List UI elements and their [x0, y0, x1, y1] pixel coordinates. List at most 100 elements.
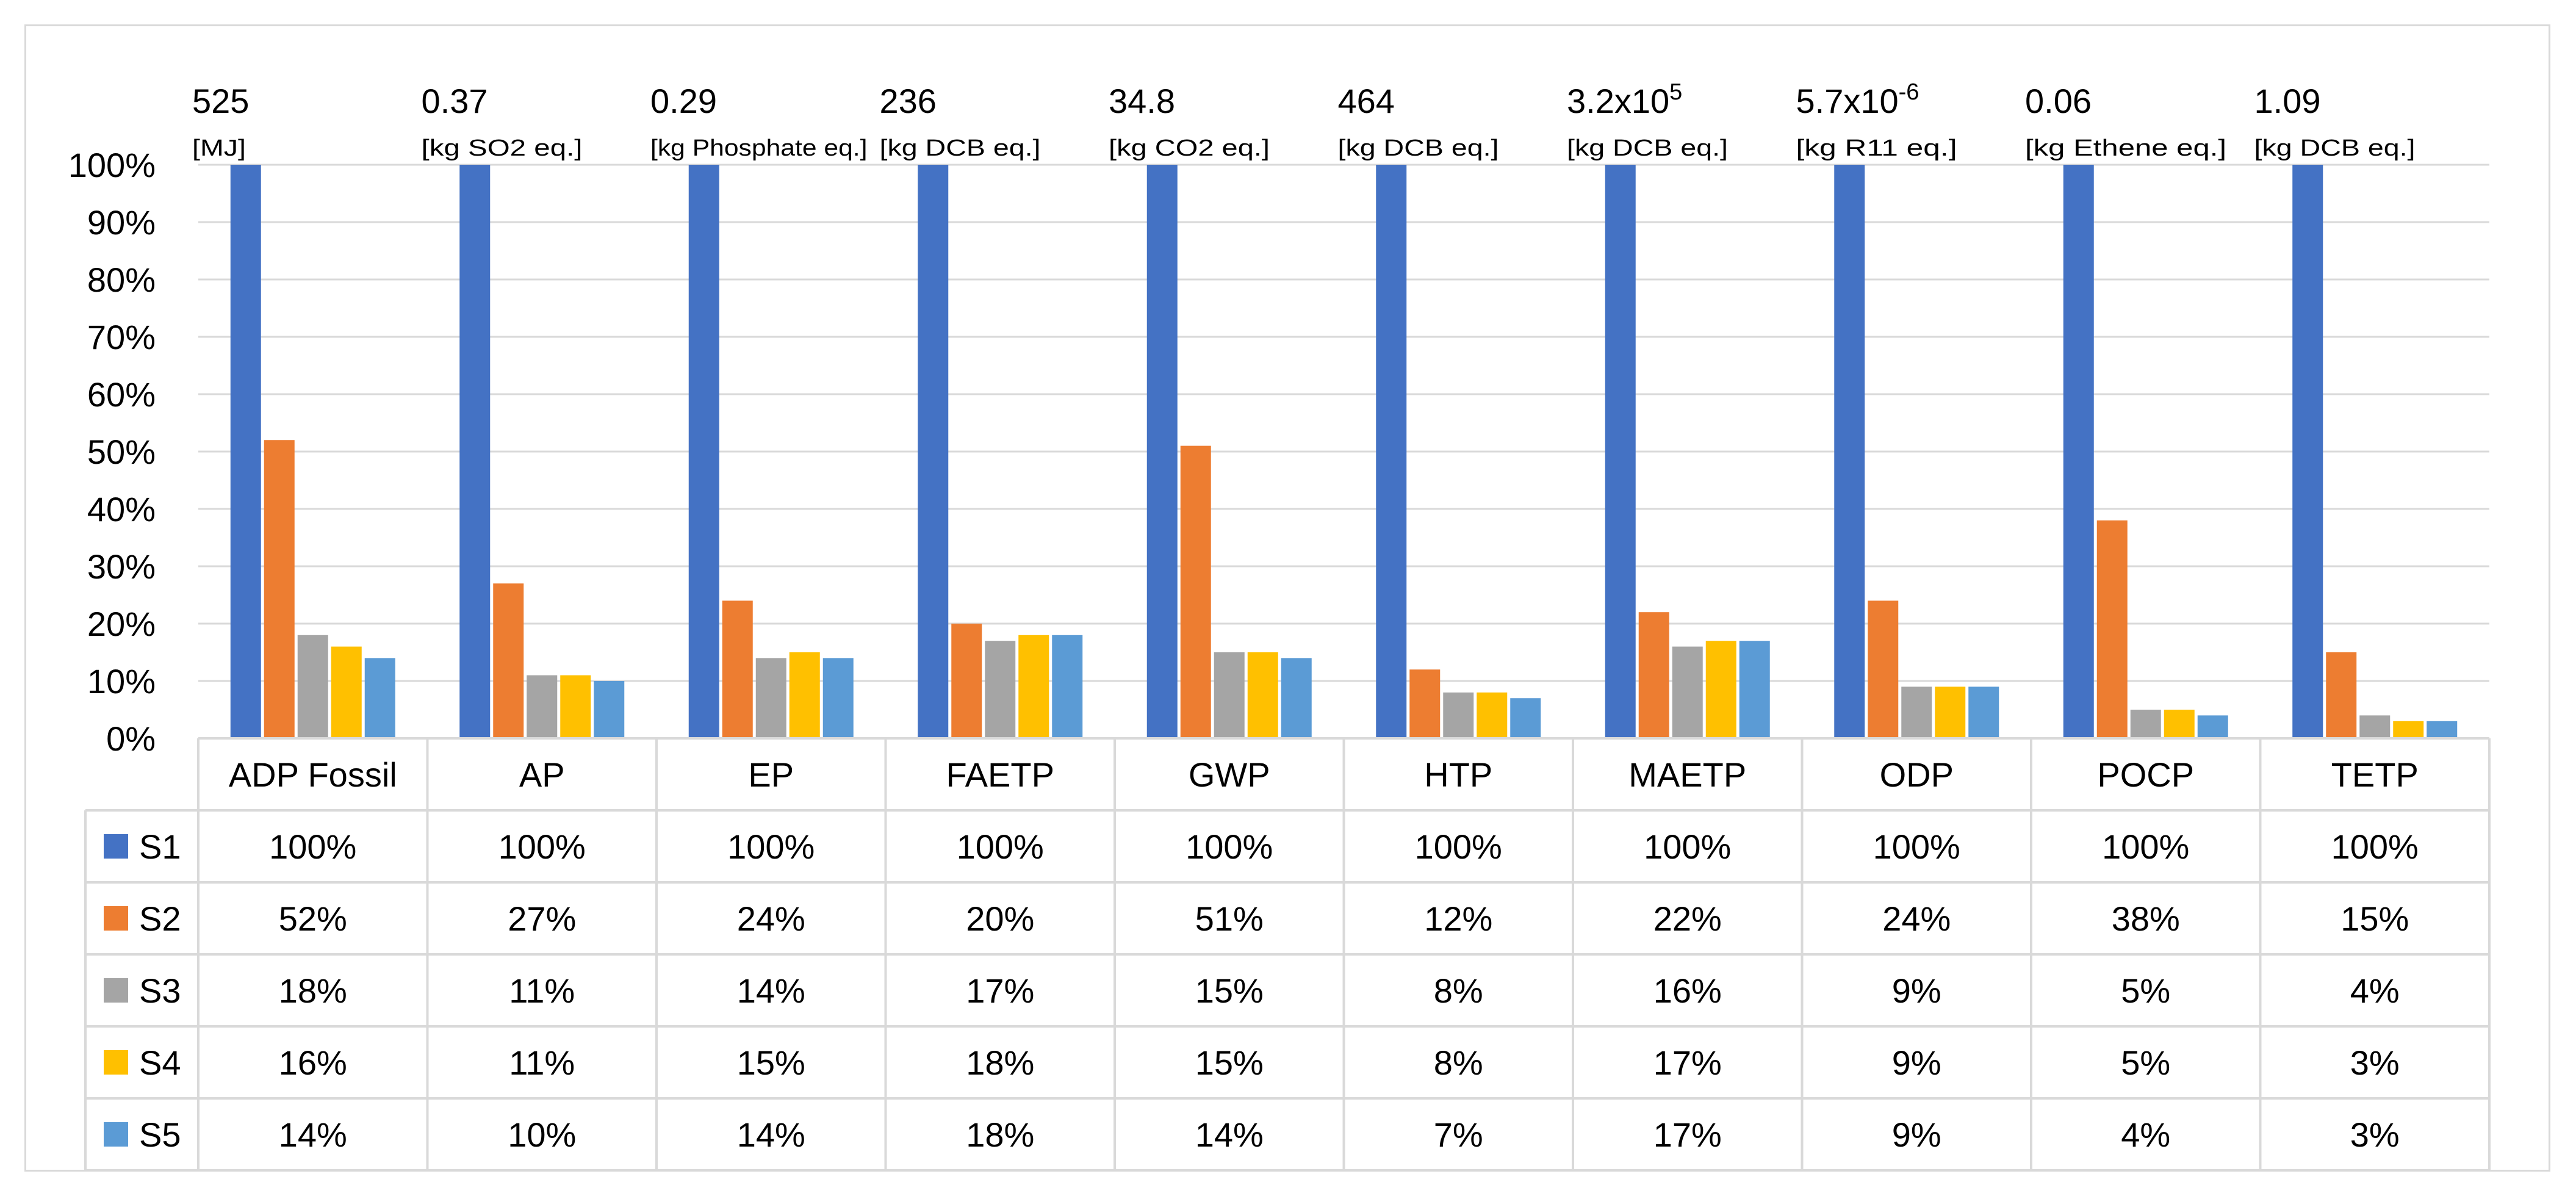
bar-s4 [1935, 686, 1966, 738]
y-tick-label: 100% [68, 146, 156, 184]
legend-label-s1: S1 [139, 827, 181, 866]
reference-total-unit: [kg Ethene eq.] [2025, 135, 2226, 161]
reference-total-value: 236 [880, 82, 937, 120]
bar-s2 [493, 583, 524, 738]
category-label: ODP [1880, 755, 1954, 794]
table-value: 100% [498, 827, 586, 866]
bar-s3 [297, 635, 328, 738]
bar-s1 [1146, 165, 1178, 738]
table-value: 5% [2121, 971, 2170, 1010]
category-label: EP [748, 755, 794, 794]
table-value: 11% [509, 1043, 575, 1082]
table-value: 5% [2121, 1043, 2170, 1082]
table-value: 100% [1185, 827, 1273, 866]
bar-s5 [1968, 686, 1999, 738]
table-value: 38% [2112, 899, 2180, 938]
table-value: 52% [279, 899, 347, 938]
bar-s1 [1834, 165, 1865, 738]
table-value: 15% [2340, 899, 2409, 938]
table-value: 100% [1415, 827, 1502, 866]
legend-label-s2: S2 [139, 899, 181, 938]
bar-s1 [459, 165, 491, 738]
category-label: ADP Fossil [229, 755, 397, 794]
reference-total-value: 525 [192, 82, 249, 120]
table-value: 15% [1195, 1043, 1264, 1082]
bar-s5 [1739, 641, 1770, 738]
table-value: 3% [2350, 1115, 2400, 1154]
reference-total-unit: [MJ] [192, 135, 246, 161]
legend-label-s4: S4 [139, 1043, 181, 1082]
table-value: 20% [966, 899, 1034, 938]
bar-s2 [722, 600, 753, 738]
table-value: 3% [2350, 1043, 2400, 1082]
bar-s3 [527, 675, 558, 738]
table-value: 11% [509, 971, 575, 1010]
reference-total-unit: [kg CO2 eq.] [1109, 135, 1270, 161]
legend-swatch-s3 [104, 978, 128, 1003]
legend-swatch-s4 [104, 1050, 128, 1075]
reference-total-value: 34.8 [1109, 82, 1175, 120]
bar-s3 [1672, 646, 1703, 738]
table-value: 9% [1892, 1115, 1941, 1154]
bar-s2 [951, 624, 982, 738]
table-value: 15% [737, 1043, 805, 1082]
bar-s3 [2130, 710, 2161, 738]
bar-s4 [1477, 692, 1508, 738]
category-label: MAETP [1628, 755, 1746, 794]
bar-s4 [1247, 652, 1278, 738]
table-value: 22% [1653, 899, 1722, 938]
reference-total-value: 0.29 [650, 82, 717, 120]
table-value: 18% [279, 971, 347, 1010]
reference-total-unit: [kg DCB eq.] [880, 135, 1041, 161]
bar-s2 [1868, 600, 1899, 738]
table-value: 17% [966, 971, 1034, 1010]
bar-s4 [789, 652, 820, 738]
bar-s3 [2359, 715, 2391, 738]
table-value: 100% [727, 827, 815, 866]
bar-s2 [2096, 520, 2128, 738]
legend-label-s3: S3 [139, 971, 181, 1010]
y-tick-label: 70% [87, 318, 156, 356]
table-value: 14% [737, 1115, 805, 1154]
reference-total-value: 464 [1338, 82, 1395, 120]
table-value: 18% [966, 1043, 1034, 1082]
reference-total-unit: [kg R11 eq.] [1796, 135, 1957, 161]
bar-s3 [1214, 652, 1245, 738]
reference-total-unit: [kg DCB eq.] [1338, 135, 1499, 161]
y-tick-label: 80% [87, 261, 156, 299]
reference-total-unit: [kg DCB eq.] [2254, 135, 2416, 161]
bar-s2 [1180, 445, 1211, 738]
bar-s4 [1018, 635, 1049, 738]
table-value: 8% [1434, 1043, 1483, 1082]
bar-s2 [264, 440, 295, 738]
table-value: 24% [1882, 899, 1951, 938]
bar-s4 [331, 646, 362, 738]
bar-s1 [230, 165, 261, 738]
bar-s1 [688, 165, 719, 738]
y-tick-label: 40% [87, 490, 156, 528]
y-tick-label: 30% [87, 547, 156, 586]
table-value: 16% [279, 1043, 347, 1082]
bar-s1 [2063, 165, 2094, 738]
y-tick-label: 0% [106, 719, 156, 758]
reference-total-unit: [kg DCB eq.] [1567, 135, 1728, 161]
bar-s1 [918, 165, 949, 738]
bar-s5 [1281, 658, 1312, 738]
bar-s5 [1052, 635, 1083, 738]
table-value: 100% [1644, 827, 1731, 866]
y-tick-label: 50% [87, 433, 156, 471]
table-value: 4% [2350, 971, 2400, 1010]
table-value: 100% [2331, 827, 2419, 866]
bar-s5 [594, 681, 625, 738]
bar-s5 [2197, 715, 2228, 738]
table-value: 8% [1434, 971, 1483, 1010]
bar-s4 [2393, 721, 2424, 738]
reference-total-value: 0.37 [422, 82, 488, 120]
reference-total-value: 3.2x105 [1567, 79, 1682, 120]
table-value: 17% [1653, 1115, 1722, 1154]
table-value: 100% [1873, 827, 1960, 866]
y-tick-label: 90% [87, 203, 156, 242]
table-value: 9% [1892, 1043, 1941, 1082]
bar-s1 [1605, 165, 1636, 738]
